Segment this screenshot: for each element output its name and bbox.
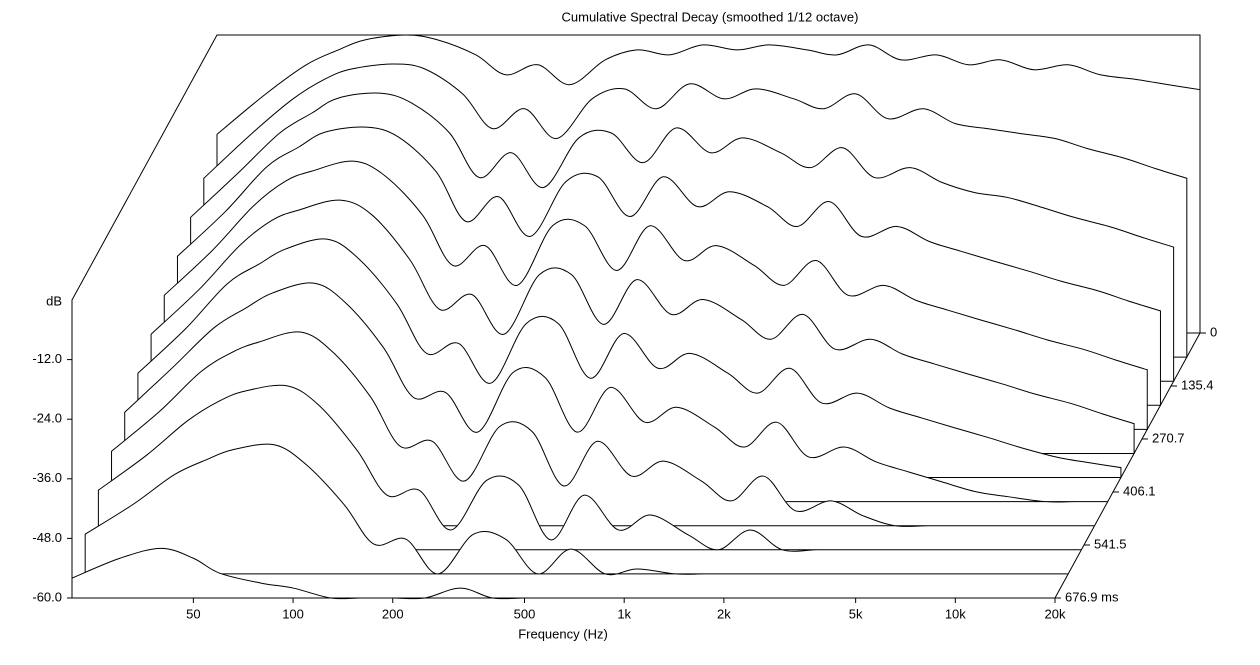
- z-tick-label: 270.7: [1152, 430, 1185, 445]
- x-axis-label: Frequency (Hz): [518, 626, 608, 641]
- z-tick-label: 0: [1210, 324, 1217, 339]
- x-tick-label: 1k: [617, 606, 631, 621]
- y-tick-label: -48.0: [32, 530, 62, 545]
- depth-axis: [1054, 332, 1201, 599]
- decay-slice: [71, 547, 1055, 600]
- z-tick-label: 406.1: [1123, 483, 1156, 498]
- x-tick-label: 20k: [1045, 606, 1066, 621]
- z-tick-label: 541.5: [1094, 536, 1127, 551]
- decay-slice: [84, 443, 1069, 576]
- y-tick-label: -12.0: [32, 351, 62, 366]
- y-axis-label: dB: [46, 293, 62, 308]
- x-tick-label: 2k: [717, 606, 731, 621]
- x-tick-label: 50: [186, 606, 200, 621]
- x-tick-label: 10k: [945, 606, 966, 621]
- y-tick-label: -60.0: [32, 589, 62, 604]
- x-tick-label: 200: [382, 606, 404, 621]
- chart-title: Cumulative Spectral Decay (smoothed 1/12…: [562, 9, 859, 24]
- y-tick-label: -24.0: [32, 411, 62, 426]
- z-tick-label: 135.4: [1181, 377, 1214, 392]
- x-tick-label: 5k: [849, 606, 863, 621]
- y-tick-label: -36.0: [32, 470, 62, 485]
- x-tick-label: 100: [282, 606, 304, 621]
- x-tick-label: 500: [514, 606, 536, 621]
- z-tick-label: 676.9 ms: [1065, 589, 1119, 604]
